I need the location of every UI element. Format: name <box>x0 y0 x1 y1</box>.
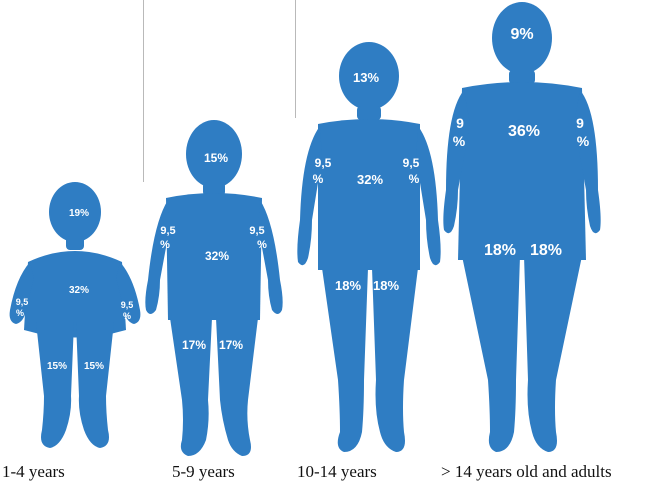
figure-adolescent-head-label: 13% <box>353 70 379 85</box>
figure-adult-right-arm-label-line-2: % <box>577 133 590 149</box>
figure-adolescent-right-leg-label: 18% <box>373 278 399 293</box>
figure-adolescent-left-leg-label: 18% <box>335 278 361 293</box>
figure-child-silhouette <box>145 120 283 456</box>
figure-toddler-silhouette <box>9 182 141 448</box>
figure-child-trunk-label: 32% <box>205 249 229 263</box>
figure-toddler-right-leg-label: 15% <box>84 361 104 372</box>
figure-adult-silhouette <box>443 2 601 452</box>
divider-line-1 <box>143 0 144 182</box>
figure-adult-caption: > 14 years old and adults <box>441 462 612 481</box>
figure-adult-left-arm-label-line-2: % <box>453 133 466 149</box>
figure-adolescent-caption: 10-14 years <box>297 462 377 481</box>
figure-adolescent-trunk-label: 32% <box>357 172 383 187</box>
figure-adult-right-leg-label: 18% <box>530 242 562 259</box>
figure-child-left-arm-label-line-2: % <box>160 239 170 251</box>
figure-toddler-left-leg-label: 15% <box>47 361 67 372</box>
figure-toddler-right-arm-label-line-1: 9,5 <box>121 300 134 310</box>
figure-adolescent-left-arm-label-line-1: 9,5 <box>315 156 332 170</box>
figure-adolescent-silhouette <box>297 42 441 452</box>
figure-child-head-label: 15% <box>204 151 228 165</box>
figure-adult: 9% 36% 9 % 9 % 18% 18% <box>443 2 601 452</box>
figure-adult-left-arm-label-line-1: 9 <box>456 115 464 131</box>
figure-toddler-left-arm-label-line-1: 9,5 <box>16 297 29 307</box>
figure-toddler: 19% 32% 9,5 % 9,5 % 15% 15% <box>9 182 141 448</box>
figure-adult-left-leg-label: 18% <box>484 242 516 259</box>
figure-child-left-arm-label-line-1: 9,5 <box>160 225 175 237</box>
figure-adult-right-arm-label-line-1: 9 <box>576 115 584 131</box>
figure-toddler-caption: 1-4 years <box>2 462 65 481</box>
figure-adolescent-left-arm-label-line-2: % <box>313 172 324 186</box>
figure-toddler-right-arm-label-line-2: % <box>123 311 131 321</box>
figure-child-left-leg-label: 17% <box>182 338 206 352</box>
figure-adolescent: 13% 32% 9,5 % 9,5 % 18% 18% <box>297 42 441 452</box>
figure-child-right-arm-label-line-2: % <box>257 239 267 251</box>
figure-adult-trunk-label: 36% <box>508 123 540 140</box>
figure-child: 15% 32% 9,5 % 9,5 % 17% 17% <box>145 120 283 456</box>
figure-toddler-left-arm-label-line-2: % <box>16 308 24 318</box>
figure-child-right-leg-label: 17% <box>219 338 243 352</box>
figure-adult-head-label: 9% <box>510 26 533 43</box>
figure-child-right-arm-label-line-1: 9,5 <box>249 225 264 237</box>
divider-line-2 <box>295 0 296 118</box>
figure-adolescent-right-arm-label-line-1: 9,5 <box>403 156 420 170</box>
figure-toddler-trunk-label: 32% <box>69 285 89 296</box>
figure-child-caption: 5-9 years <box>172 462 235 481</box>
figure-toddler-head-label: 19% <box>69 208 89 219</box>
figure-adolescent-right-arm-label-line-2: % <box>409 172 420 186</box>
